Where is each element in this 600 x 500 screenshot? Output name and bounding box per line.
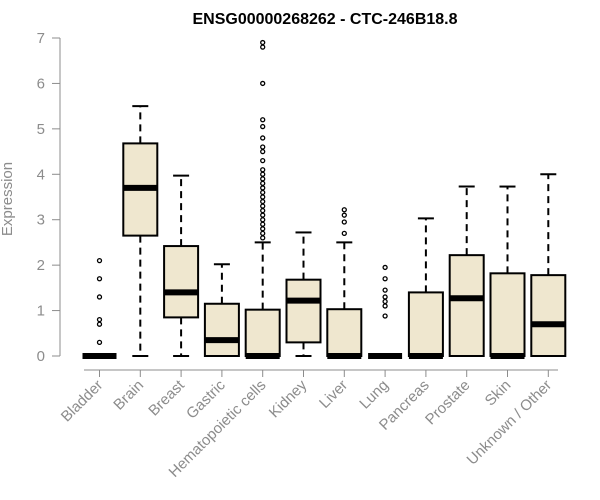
box-iqr [489, 272, 526, 358]
box-iqr [448, 254, 485, 357]
outlier-point [260, 185, 266, 191]
outlier-point [341, 207, 347, 213]
box-iqr [163, 245, 200, 319]
outlier-point [260, 144, 266, 150]
outlier-point [382, 276, 388, 282]
outlier-point [260, 80, 266, 87]
outlier-point [341, 230, 347, 236]
y-axis-label: Expression [0, 162, 16, 236]
box-iqr [407, 291, 444, 357]
outlier-point [382, 287, 388, 293]
outlier-point [260, 198, 266, 205]
outlier-point [382, 313, 388, 319]
outlier-point [260, 117, 266, 123]
outlier-point [260, 226, 266, 232]
outlier-point [96, 317, 103, 323]
x-tick-label: Breast [145, 376, 188, 419]
outlier-point [96, 276, 103, 282]
x-tick-label: Prostate [422, 377, 474, 429]
outlier-point [260, 189, 266, 196]
outlier-point [260, 39, 266, 46]
outlier-point [260, 194, 266, 200]
box-iqr [326, 308, 363, 357]
boxes [82, 39, 567, 359]
y-tick-label: 0 [37, 348, 45, 365]
box-prostate [448, 185, 485, 357]
outlier-point [260, 230, 266, 236]
outlier-point [260, 148, 266, 155]
x-tick-label: Liver [316, 377, 351, 412]
y-tick-label: 5 [37, 121, 45, 138]
box-iqr [203, 302, 240, 357]
outlier-point [96, 339, 103, 346]
outlier-point [260, 221, 266, 227]
outlier-point [260, 176, 266, 182]
chart-title: ENSG00000268262 - CTC-246B18.8 [192, 11, 457, 28]
box-breast [163, 174, 200, 357]
outlier-point [382, 303, 388, 309]
outlier-point [382, 294, 388, 300]
outlier-point [341, 212, 347, 218]
y-tick-label: 7 [37, 30, 45, 47]
outlier-point [260, 167, 266, 173]
outlier-point [260, 212, 266, 218]
outlier-point [260, 180, 266, 187]
box-iqr [244, 308, 281, 358]
y-tick-label: 6 [37, 75, 45, 92]
outlier-point [260, 203, 266, 209]
box-liver [326, 207, 363, 359]
outlier-point [260, 207, 266, 214]
x-tick-label: Bladder [58, 377, 107, 426]
y-tick-label: 3 [37, 212, 45, 229]
y-tick-label: 4 [37, 166, 45, 183]
x-tick-label: Skin [482, 377, 515, 410]
box-lung [368, 264, 403, 359]
outlier-point [260, 235, 266, 241]
outlier-point [260, 135, 266, 141]
y-tick-label: 2 [37, 257, 45, 274]
x-tick-label: Brain [110, 377, 147, 414]
y-ticks: 0 1 2 3 4 5 6 7 [37, 30, 60, 365]
box-bladder [82, 257, 117, 359]
outlier-point [96, 321, 103, 327]
box-pancreas [407, 217, 444, 359]
outlier-point [382, 298, 388, 305]
x-tick-label: Lung [356, 377, 392, 413]
box-brain [122, 105, 159, 357]
outlier-point [341, 219, 347, 225]
outlier-point [260, 171, 266, 177]
box-skin [489, 185, 526, 359]
box-kidney [285, 231, 322, 357]
y-tick-label: 1 [37, 303, 45, 320]
box-iqr [530, 274, 567, 357]
x-tick-label: Kidney [266, 376, 311, 421]
outlier-point [382, 264, 388, 271]
box-hematopoietic-cells [244, 39, 281, 359]
box-gastric [203, 263, 240, 357]
outlier-point [260, 123, 266, 130]
outlier-point [96, 294, 103, 300]
outlier-point [260, 44, 266, 50]
box-unknown-other [530, 173, 567, 357]
outlier-point [260, 158, 266, 164]
outlier-point [96, 257, 103, 264]
box-iqr [285, 278, 322, 344]
outlier-point [260, 217, 266, 223]
